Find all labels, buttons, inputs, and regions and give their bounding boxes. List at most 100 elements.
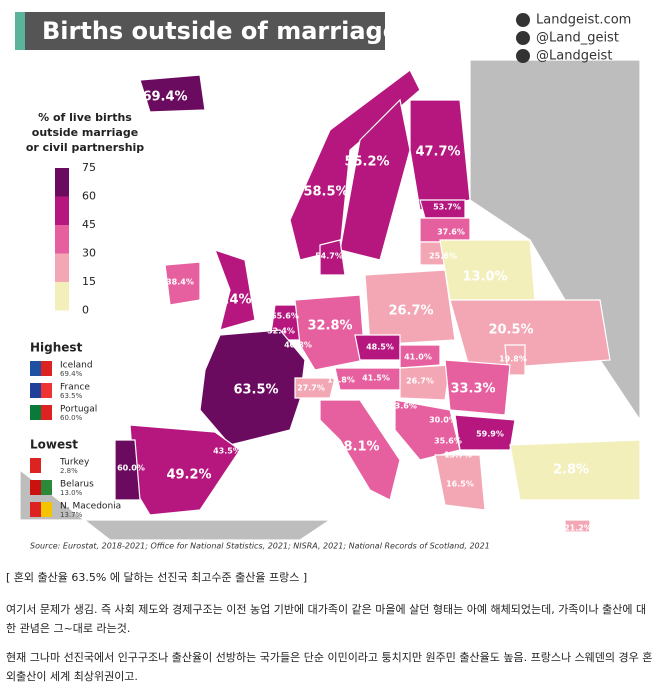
map-label: 55.6% <box>271 312 299 321</box>
map-label: 26.7% <box>406 377 434 386</box>
item-name: Portugal <box>60 405 97 415</box>
flag-part <box>41 405 52 420</box>
map-label: 58.5% <box>303 185 348 200</box>
france <box>199 329 306 446</box>
germany <box>294 294 366 371</box>
legend-tick: 75 <box>82 161 96 174</box>
map-label: 30.0% <box>429 416 457 425</box>
flag-part <box>41 361 52 376</box>
romania <box>444 359 511 416</box>
map-label: 59.9% <box>476 430 504 439</box>
map-label: 38.4% <box>166 278 194 287</box>
legend-swatch <box>55 196 69 225</box>
item-value: 13.0% <box>60 489 83 497</box>
social-icon <box>516 31 530 45</box>
portugal <box>114 439 141 501</box>
title: Births outside of marriage <box>42 17 399 45</box>
item-value: 2.8% <box>60 467 78 475</box>
item-name: N. Macedonia <box>60 502 121 512</box>
paragraph: 현재 그나마 선진국에서 인구구조나 출산율이 선방하는 국가들은 단순 이민이… <box>6 651 653 683</box>
ireland <box>164 261 201 306</box>
map-label: 20.5% <box>488 323 533 338</box>
map-label: 43.5% <box>213 447 241 456</box>
legend-title: % of live births <box>38 111 132 124</box>
map-label: 52.4% <box>267 327 295 336</box>
social: Landgeist.com @Land_geist @Landgeist <box>516 13 631 64</box>
map-label: 63.5% <box>233 383 278 398</box>
map-label: 19.8% <box>327 376 355 385</box>
flag-part <box>41 480 52 495</box>
legend-title: or civil partnership <box>26 141 144 154</box>
legend-tick: 15 <box>82 275 96 288</box>
legend-swatch <box>55 282 69 311</box>
map-label: 49.2% <box>166 468 211 483</box>
switzerland <box>294 377 336 399</box>
group-title: Highest <box>30 341 83 355</box>
iceland <box>139 74 206 113</box>
legend-swatch <box>55 253 69 282</box>
legend-title: outside marriage <box>32 126 138 139</box>
sweden <box>339 98 411 261</box>
map-label: 25.6% <box>429 252 457 261</box>
title-accent <box>15 12 25 50</box>
map-label: 16.5% <box>446 480 474 489</box>
map-label: 33.3% <box>450 382 495 397</box>
map-label: 35.6% <box>434 437 462 446</box>
item-value: 60.0% <box>60 414 83 422</box>
item-name: Iceland <box>60 361 93 371</box>
map-label: 26.7% <box>388 304 433 319</box>
map-label: 48.5% <box>366 343 394 352</box>
item-value: 13.7% <box>60 511 83 519</box>
source: Source: Eurostat, 2018-2021; Office for … <box>30 542 490 551</box>
item-name: France <box>60 383 90 393</box>
legend-tick: 45 <box>82 218 96 231</box>
flag-part <box>41 383 52 398</box>
map-label: 41.0% <box>404 353 432 362</box>
turkey <box>509 439 641 501</box>
item-name: Belarus <box>60 480 94 490</box>
map-label: 27.7% <box>297 384 325 393</box>
map-label: 55.2% <box>344 155 389 170</box>
social-handle: Landgeist.com <box>536 13 631 28</box>
map-label: 41.5% <box>362 374 390 383</box>
paragraph: 여기서 문제가 생김. 즉 사회 제도와 경제구조는 이전 농업 기반에 대가족… <box>6 603 647 635</box>
map-label: 13.0% <box>462 270 507 285</box>
title-box <box>15 12 385 50</box>
map-label: 37.6% <box>437 228 465 237</box>
legend: % of live births outside marriage or civil… <box>26 111 144 519</box>
map-label: 57.7% <box>361 396 389 405</box>
item-value: 63.5% <box>60 392 83 400</box>
item-name: Turkey <box>59 458 90 468</box>
map-label: 21.2% <box>564 524 592 533</box>
social-handle: @Land_geist <box>536 31 619 46</box>
italy <box>319 399 401 501</box>
legend-tick: 60 <box>82 190 96 203</box>
map-labels: 69.4% 58.5% 55.2% 47.7% 53.7% 37.6% 25.6% 13.0%… <box>117 90 592 533</box>
bulgaria <box>454 414 516 451</box>
greece <box>434 454 486 511</box>
legend-tick: 0 <box>82 304 89 317</box>
legend-swatch <box>55 168 69 197</box>
caption: [ 혼외 출산율 63.5% 에 달하는 선진국 최고수준 출산율 프랑스 ] <box>6 571 308 584</box>
flag-part <box>41 502 52 517</box>
map-label: 53.7% <box>433 203 461 212</box>
map-label: 13.7% <box>444 451 472 460</box>
map-label: 69.4% <box>142 90 187 105</box>
map-label: 47.7% <box>415 145 460 160</box>
denmark <box>319 239 346 276</box>
legend-swatch <box>55 225 69 254</box>
map-label: 60.0% <box>117 464 145 473</box>
map-label: 19.8% <box>499 355 527 364</box>
map-label: 54.7% <box>315 252 343 261</box>
africa <box>19 468 332 541</box>
map: Births outside of marriage Landgeist.com… <box>15 12 641 551</box>
flag-part <box>41 458 52 473</box>
ukraine <box>449 299 611 371</box>
uk <box>213 249 256 331</box>
social-handle: @Landgeist <box>536 49 612 64</box>
countries <box>19 59 641 541</box>
map-label: 40.8% <box>284 341 312 350</box>
social-icon <box>516 49 530 63</box>
map-label: 23.6% <box>389 402 417 411</box>
